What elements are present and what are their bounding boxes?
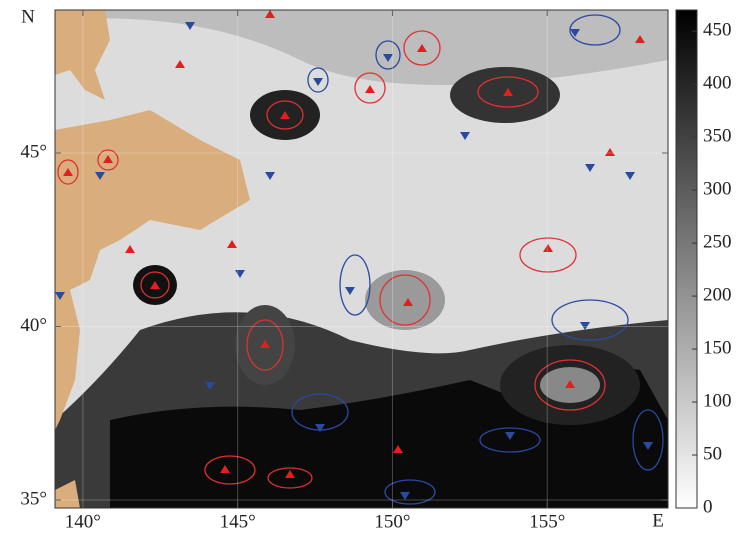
lon-tick-label: 150° [374,511,410,532]
colorbar-tick-label: 0 [703,496,713,517]
colorbar-tick-label: 450 [703,20,732,41]
colorbar-tick-label: 200 [703,284,732,305]
page: {"map": { "lat_label": "N", "lon_label":… [0,0,745,535]
colorbar [676,10,697,508]
colorbar-tick-label: 400 [703,73,732,94]
lat-tick-label: 45° [20,141,47,162]
lon-tick-label: 140° [65,511,101,532]
colorbar-tick-label: 350 [703,126,732,147]
colorbar-tick-label: 300 [703,178,732,199]
colorbar-tick-label: 50 [703,443,722,464]
lon-axis-label: E [652,510,664,531]
lon-tick-label: 145° [220,511,256,532]
lon-tick-label: 155° [529,511,565,532]
lat-tick-label: 40° [20,315,47,336]
lat-axis-label: N [21,6,35,27]
colorbar-tick-label: 100 [703,390,732,411]
map-field [55,10,668,508]
figure: N E 140° 145° 150° 155° 35° 40° 45° 0 50 100 150 20… [0,0,745,535]
lat-tick-label: 35° [20,488,47,509]
eddy-core [365,270,445,330]
colorbar-tick-label: 150 [703,337,732,358]
colorbar-tick-label: 250 [703,231,732,252]
